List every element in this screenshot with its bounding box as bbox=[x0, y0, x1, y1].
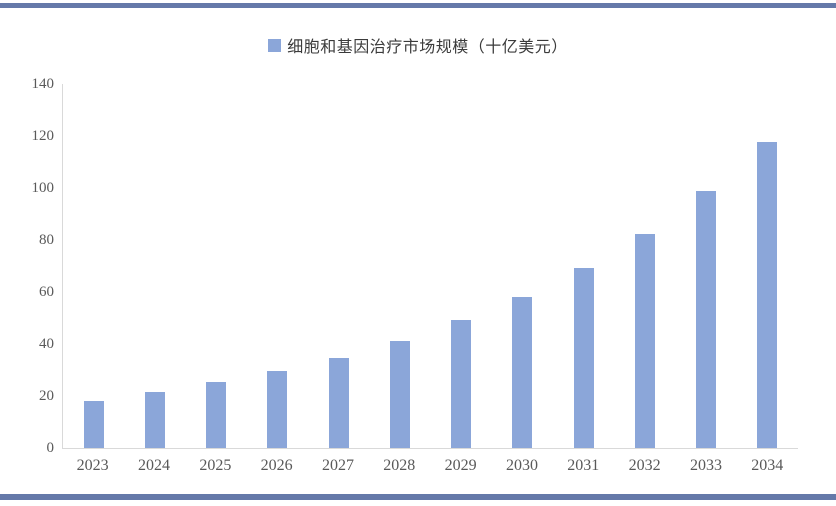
x-axis: 2023 2024 2025 2026 2027 2028 2029 2030 2031 2032… bbox=[62, 457, 798, 475]
y-axis-tick-label: 100 bbox=[31, 180, 55, 196]
y-axis-tick-label: 20 bbox=[39, 388, 54, 404]
x-axis-label: 2031 bbox=[567, 457, 600, 474]
bar-slot bbox=[614, 84, 675, 448]
x-axis-label: 2030 bbox=[505, 457, 538, 474]
x-axis-label: 2024 bbox=[137, 457, 170, 474]
bar-2027 bbox=[328, 357, 349, 448]
bar-2032 bbox=[634, 233, 655, 448]
bar-slot bbox=[186, 84, 247, 448]
bar-2026 bbox=[267, 371, 288, 448]
bar-slot bbox=[676, 84, 737, 448]
y-axis-tick-label: 60 bbox=[39, 284, 54, 300]
y-axis-tick-label: 140 bbox=[31, 76, 55, 92]
bar-slot bbox=[63, 84, 124, 448]
top-divider bbox=[0, 3, 836, 8]
bar-2024 bbox=[144, 392, 165, 448]
bar-2028 bbox=[389, 340, 410, 448]
y-axis-tick-label: 120 bbox=[31, 128, 55, 144]
bar-2031 bbox=[573, 268, 594, 448]
x-axis-label: 2032 bbox=[628, 457, 661, 474]
bottom-divider bbox=[0, 494, 836, 500]
x-axis-label: 2028 bbox=[383, 457, 416, 474]
chart-legend: 细胞和基因治疗市场规模（十亿美元） bbox=[0, 33, 836, 57]
x-axis-label: 2025 bbox=[199, 457, 232, 474]
legend-marker-icon bbox=[268, 38, 282, 52]
bar-slot bbox=[492, 84, 553, 448]
x-axis-label: 2034 bbox=[751, 457, 784, 474]
bar-slot bbox=[431, 84, 492, 448]
x-axis-label: 2026 bbox=[260, 457, 293, 474]
x-axis-label: 2023 bbox=[76, 457, 109, 474]
x-axis-label: 2027 bbox=[321, 457, 354, 474]
bar-2023 bbox=[83, 400, 104, 448]
y-axis-tick-label: 80 bbox=[39, 232, 54, 248]
bar-2029 bbox=[451, 320, 472, 448]
bar-series bbox=[63, 84, 798, 448]
bar-2030 bbox=[512, 296, 533, 448]
y-axis-tick-label: 40 bbox=[39, 336, 54, 352]
y-axis-tick-label: 0 bbox=[46, 440, 55, 456]
x-axis-label: 2033 bbox=[689, 457, 722, 474]
bar-slot bbox=[124, 84, 185, 448]
plot-area bbox=[62, 84, 798, 449]
bar-slot bbox=[308, 84, 369, 448]
bar-slot bbox=[369, 84, 430, 448]
bar-slot bbox=[737, 84, 798, 448]
x-axis-label: 2029 bbox=[444, 457, 477, 474]
legend-label: 细胞和基因治疗市场规模（十亿美元） bbox=[287, 39, 568, 56]
bar-2025 bbox=[206, 382, 227, 448]
bar-2033 bbox=[696, 191, 717, 448]
bar-slot bbox=[553, 84, 614, 448]
bar-slot bbox=[247, 84, 308, 448]
bar-2034 bbox=[757, 141, 778, 448]
